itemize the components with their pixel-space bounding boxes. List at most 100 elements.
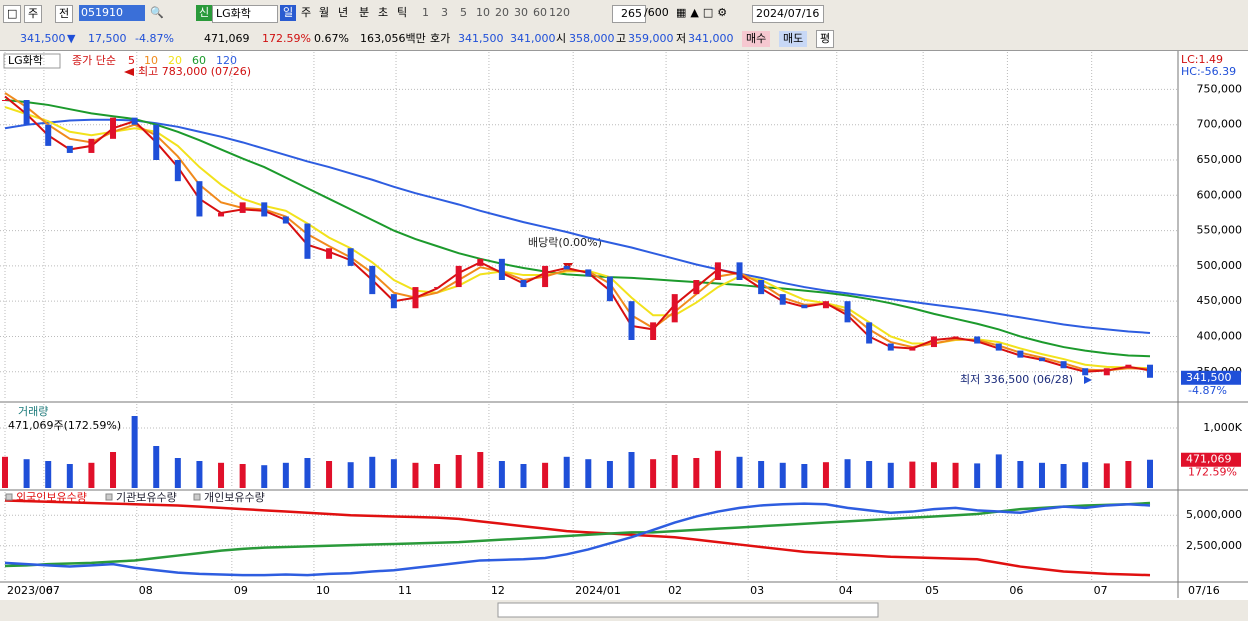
bar: [369, 456, 376, 488]
low: 341,000: [688, 32, 734, 45]
high: 359,000: [628, 32, 674, 45]
interval-button[interactable]: 20: [495, 6, 509, 19]
candle: [1147, 364, 1153, 378]
down-arrow: ▼: [67, 32, 76, 45]
x-tick-label: 08: [139, 584, 153, 597]
bar: [866, 461, 873, 488]
x-tick-label: 10: [316, 584, 330, 597]
legend-entry: 60: [192, 54, 206, 67]
code-input[interactable]: 051910: [79, 5, 145, 21]
legend-entry: 외국인보유수량: [16, 491, 87, 504]
bar: [23, 459, 30, 488]
candle: [390, 294, 397, 309]
interval-button[interactable]: 60: [533, 6, 547, 19]
candle: [887, 343, 894, 351]
sell-button[interactable]: 매도: [779, 31, 808, 47]
period-button[interactable]: 주: [301, 6, 312, 19]
volume: 471,069: [204, 32, 250, 45]
scroll-thumb[interactable]: [497, 602, 879, 618]
bar: [282, 462, 289, 488]
count-input[interactable]: 265: [612, 5, 646, 23]
candle: [477, 258, 484, 266]
candle: [1103, 368, 1110, 376]
bar: [1038, 462, 1045, 488]
candle: [347, 248, 354, 266]
date-input[interactable]: 2024/07/16: [752, 5, 824, 23]
search-icon[interactable]: 🔍: [150, 6, 164, 19]
bar: [218, 462, 225, 488]
interval-button[interactable]: 10: [476, 6, 490, 19]
period-button[interactable]: 틱: [397, 6, 408, 19]
period-button[interactable]: 초: [378, 6, 389, 19]
bar: [304, 458, 311, 488]
candle: [585, 269, 592, 277]
candle: [909, 347, 916, 351]
legend-swatch: [5, 493, 13, 501]
title-box: [3, 53, 61, 69]
interval-button[interactable]: 3: [441, 6, 448, 19]
lc-label: LC:1.49: [1181, 53, 1223, 66]
bar: [174, 458, 181, 488]
legend-swatch: [105, 493, 113, 501]
candle: [822, 301, 829, 309]
turnover: 0.67%: [314, 32, 349, 45]
period-button[interactable]: 일: [280, 5, 297, 21]
series-line: [4, 118, 1151, 334]
period-button[interactable]: 분: [359, 6, 370, 19]
x-tick-label: 07: [46, 584, 60, 597]
series-line: [4, 502, 1151, 577]
bar: [974, 463, 981, 488]
stock-name[interactable]: LG화학: [212, 5, 278, 23]
x-tick-label: 11: [398, 584, 412, 597]
period-button[interactable]: 월: [319, 6, 330, 19]
chart-bg: [0, 51, 1248, 601]
bar: [693, 458, 700, 488]
bar: [498, 461, 505, 488]
dividend-note: 배당락(0.00%): [528, 236, 602, 249]
bar: [1125, 461, 1132, 488]
bar: [585, 459, 592, 488]
change-rate: -4.87%: [135, 32, 174, 45]
bar: [930, 462, 937, 488]
buy-button[interactable]: 매수: [742, 31, 771, 47]
interval-button[interactable]: 120: [549, 6, 570, 19]
interval-button[interactable]: 5: [460, 6, 467, 19]
bar: [412, 462, 419, 488]
interval-button[interactable]: 30: [514, 6, 528, 19]
bar: [650, 459, 657, 488]
candle: [369, 265, 376, 295]
y-tick-label: 700,000: [1197, 118, 1243, 131]
bar: [952, 462, 959, 488]
x-tick-label: 06: [1009, 584, 1023, 597]
volume-title: 거래량: [18, 405, 48, 418]
label: 고: [616, 32, 627, 45]
y-tick-label: 400,000: [1197, 329, 1243, 342]
bar: [671, 455, 678, 488]
bar: [66, 464, 73, 488]
candle: [650, 322, 657, 340]
x-tick-label: 04: [839, 584, 853, 597]
period-button[interactable]: 년: [338, 6, 349, 19]
legend-entry: 기관보유수량: [116, 491, 177, 504]
legend-entry: 5: [128, 54, 135, 67]
y-tick-label: 1,000K: [1203, 421, 1242, 434]
bar: [909, 461, 916, 488]
bar: [455, 455, 462, 488]
tool-icons[interactable]: ▦▲□⚙: [676, 6, 732, 19]
candle: [455, 265, 462, 288]
icon[interactable]: □: [3, 5, 22, 23]
bar: [153, 446, 160, 488]
candle: [196, 181, 203, 217]
bar: [542, 462, 549, 488]
candle: [1082, 368, 1089, 376]
bar: [995, 454, 1002, 488]
mode-select[interactable]: 전: [55, 5, 74, 23]
x-tick-label: 2023/06: [7, 584, 53, 597]
bar: [887, 462, 894, 488]
candle: [930, 336, 937, 348]
avg-button[interactable]: 평: [816, 30, 835, 48]
period-select[interactable]: 주: [24, 5, 43, 23]
candle: [628, 301, 635, 340]
candle: [844, 301, 851, 323]
interval-button[interactable]: 1: [422, 6, 429, 19]
